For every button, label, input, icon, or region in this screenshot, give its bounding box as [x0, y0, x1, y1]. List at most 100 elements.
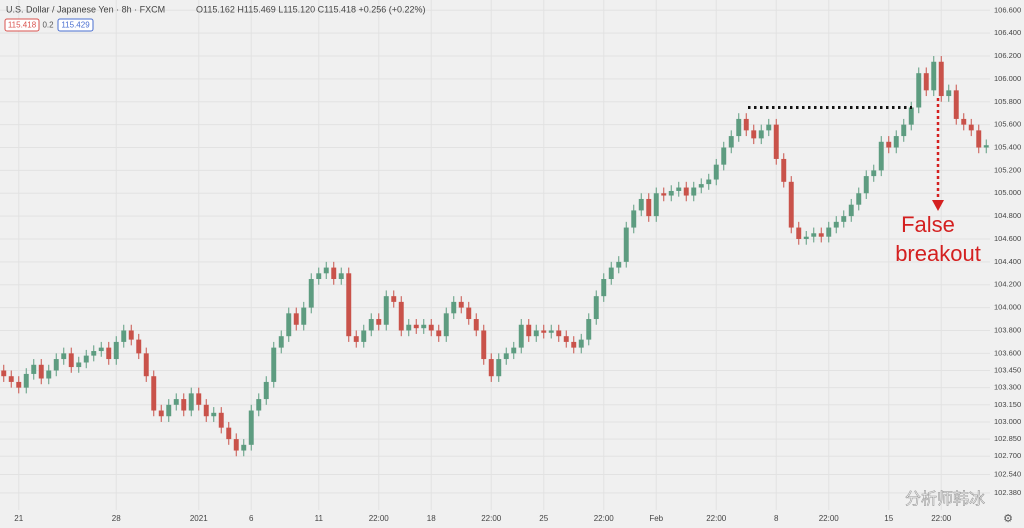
- candle-body: [931, 61, 937, 91]
- candle-body: [593, 296, 599, 320]
- candle-body: [286, 313, 292, 337]
- candle-body: [661, 193, 667, 196]
- y-tick-label: 103.450: [994, 365, 1021, 374]
- x-tick-label: 28: [112, 514, 121, 523]
- candle-body: [113, 341, 119, 360]
- candle-body: [668, 190, 674, 196]
- candle-body: [871, 170, 877, 177]
- grid: [0, 0, 990, 510]
- candle-body: [436, 330, 442, 337]
- candle-body: [368, 319, 374, 331]
- y-tick-label: 105.200: [994, 165, 1021, 174]
- candle-body: [233, 439, 239, 451]
- candle-body: [53, 359, 59, 371]
- candle-body: [248, 410, 254, 445]
- candle-body: [173, 399, 179, 405]
- candle-body: [983, 145, 989, 148]
- x-tick-label: 22:00: [481, 514, 502, 523]
- y-tick-label: 105.000: [994, 188, 1021, 197]
- candle-body: [121, 330, 127, 342]
- badge: 115.429: [61, 21, 90, 30]
- candle-body: [16, 381, 22, 388]
- candle-body: [91, 351, 97, 356]
- candle-body: [743, 118, 749, 131]
- candle-body: [271, 347, 277, 382]
- candle-body: [226, 427, 232, 440]
- candle-body: [953, 90, 959, 119]
- y-tick-label: 103.800: [994, 325, 1021, 334]
- chart-title: U.S. Dollar / Japanese Yen · 8h · FXCM: [6, 4, 165, 14]
- candle-body: [923, 73, 929, 91]
- candle-body: [841, 216, 847, 222]
- candle-body: [691, 187, 697, 196]
- y-tick-label: 103.000: [994, 417, 1021, 426]
- candle-body: [451, 301, 457, 314]
- y-tick-label: 102.850: [994, 434, 1021, 443]
- candle-body: [796, 227, 802, 239]
- y-tick-label: 104.600: [994, 234, 1021, 243]
- y-tick-label: 104.800: [994, 211, 1021, 220]
- candle-body: [203, 404, 209, 417]
- candle-body: [413, 324, 419, 329]
- candle-body: [863, 176, 869, 194]
- candle-body: [961, 118, 967, 125]
- candle-body: [181, 399, 187, 411]
- y-tick-label: 102.700: [994, 451, 1021, 460]
- candle-body: [818, 233, 824, 237]
- y-tick-label: 106.600: [994, 5, 1021, 14]
- candle-body: [938, 61, 944, 97]
- candle-body: [901, 124, 907, 137]
- candle-body: [556, 330, 562, 337]
- candle-body: [76, 362, 82, 368]
- candle-body: [218, 412, 224, 428]
- y-tick-label: 104.000: [994, 303, 1021, 312]
- candle-body: [398, 301, 404, 331]
- y-tick-label: 105.400: [994, 142, 1021, 151]
- settings-icon[interactable]: ⚙: [1003, 513, 1013, 525]
- candle-body: [383, 296, 389, 325]
- candle-body: [196, 393, 202, 405]
- y-tick-label: 103.600: [994, 348, 1021, 357]
- x-tick-label: 22:00: [369, 514, 390, 523]
- candle-body: [406, 324, 412, 331]
- candle-body: [31, 364, 37, 374]
- candle-body: [511, 347, 517, 354]
- x-tick-label: 11: [315, 514, 324, 523]
- candle-body: [61, 353, 67, 360]
- candle-body: [676, 187, 682, 191]
- candle-body: [571, 341, 577, 348]
- candle-body: [548, 330, 554, 333]
- x-tick-label: 18: [427, 514, 436, 523]
- ohlc-readout: O115.162 H115.469 L115.120 C115.418 +0.2…: [196, 4, 426, 14]
- candle-body: [848, 204, 854, 217]
- candle-body: [713, 164, 719, 180]
- candle-body: [878, 141, 884, 171]
- candle-body: [526, 324, 532, 337]
- candle-body: [616, 261, 622, 268]
- candle-body: [443, 313, 449, 337]
- candle-body: [541, 330, 547, 333]
- y-tick-label: 103.300: [994, 383, 1021, 392]
- candle-body: [263, 381, 269, 400]
- candle-body: [856, 193, 862, 205]
- badge-box: [4, 18, 40, 32]
- candle-body: [458, 301, 464, 308]
- annotation: breakout: [895, 241, 981, 266]
- candle-body: [128, 330, 134, 340]
- candle-body: [601, 279, 607, 297]
- badge: 0.2: [42, 21, 54, 30]
- plot: [1, 56, 989, 457]
- candle-body: [353, 336, 359, 342]
- candle-body: [721, 147, 727, 165]
- candle-body: [293, 313, 299, 325]
- x-tick-label: 22:00: [594, 514, 615, 523]
- candle-body: [301, 307, 307, 325]
- candle-body: [136, 339, 142, 354]
- candle-body: [308, 279, 314, 308]
- candle-body: [751, 130, 757, 139]
- candle-body: [608, 267, 614, 280]
- candle-body: [968, 124, 974, 131]
- candle-body: [481, 330, 487, 360]
- x-tick-label: 25: [539, 514, 548, 523]
- candle-body: [976, 130, 982, 148]
